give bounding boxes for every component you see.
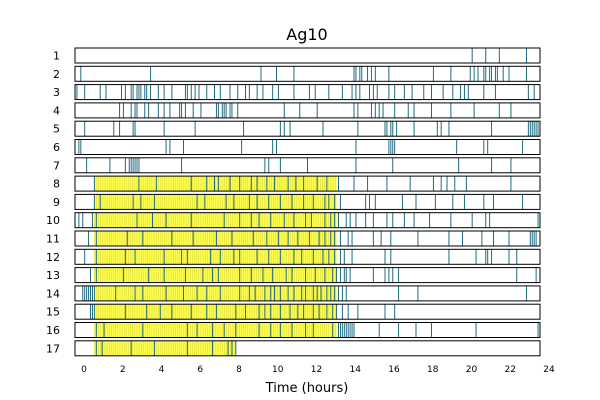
row-label: 15 (46, 306, 60, 319)
x-axis: 0 2 4 6 8 10 12 14 16 18 20 22 24 (81, 365, 555, 375)
x-tick-label: 8 (236, 365, 242, 375)
raster-row: 13 (46, 267, 541, 284)
raster-row: 7 (53, 157, 541, 174)
row-label: 11 (46, 233, 60, 246)
raster-row: 3 (53, 84, 541, 101)
raster-row: 2 (53, 65, 541, 82)
raster-row: 16 (46, 322, 541, 338)
row-frame (74, 340, 541, 357)
x-axis-label: Time (hours) (265, 381, 349, 396)
x-tick-label: 18 (427, 365, 439, 375)
chart-title: Ag10 (286, 25, 327, 44)
x-tick-label: 0 (81, 365, 87, 375)
raster-row: 17 (46, 340, 541, 357)
x-tick-label: 22 (505, 365, 516, 375)
highlight-band (94, 267, 337, 283)
x-tick-label: 20 (466, 365, 478, 375)
x-tick-label: 6 (197, 365, 203, 375)
raster-row: 8 (53, 175, 541, 192)
highlight-band (94, 322, 337, 338)
row-frame (74, 84, 541, 101)
row-frame (74, 139, 541, 155)
row-frame (74, 248, 541, 265)
x-tick-label: 10 (272, 365, 284, 375)
highlight-band (94, 285, 337, 301)
highlight-band (94, 304, 337, 320)
x-tick-label: 24 (543, 365, 555, 375)
row-label: 2 (53, 68, 60, 81)
raster-row: 11 (46, 230, 541, 247)
row-frame (74, 120, 541, 137)
raster-row: 9 (53, 193, 541, 210)
highlight-band (94, 176, 337, 192)
row-label: 9 (53, 196, 60, 209)
x-tick-label: 2 (120, 365, 126, 375)
row-frame (74, 47, 541, 64)
highlight-band (94, 231, 337, 246)
raster-row: 6 (53, 139, 541, 155)
x-tick-label: 14 (350, 365, 362, 375)
raster-row: 5 (53, 120, 541, 137)
row-label: 14 (46, 287, 60, 300)
highlight-band (94, 249, 337, 265)
row-label: 3 (53, 86, 60, 99)
row-frame (74, 303, 541, 320)
row-frame (74, 285, 541, 302)
raster-row: 15 (46, 303, 541, 320)
row-label: 12 (46, 251, 60, 264)
raster-row: 12 (46, 248, 541, 265)
row-label: 1 (53, 50, 60, 63)
raster-row: 1 (53, 47, 541, 64)
highlight-band (94, 340, 236, 356)
raster-row: 10 (46, 212, 541, 229)
x-tick-label: 12 (311, 365, 322, 375)
row-label: 10 (46, 214, 60, 227)
highlight-band (94, 212, 337, 228)
row-label: 7 (53, 159, 60, 172)
x-tick-label: 16 (388, 365, 400, 375)
row-frame (74, 230, 541, 247)
row-label: 6 (53, 141, 60, 154)
row-frame (74, 65, 541, 82)
raster-row: 14 (46, 285, 541, 302)
row-frame (74, 157, 541, 174)
row-label: 8 (53, 178, 60, 191)
x-tick-label: 4 (159, 365, 165, 375)
row-frame (74, 212, 541, 229)
raster-row: 4 (53, 102, 541, 119)
row-frame (74, 175, 541, 192)
row-label: 16 (46, 324, 60, 337)
row-label: 13 (46, 269, 60, 282)
row-frame (74, 102, 541, 119)
row-frame (74, 193, 541, 210)
row-label: 5 (53, 123, 60, 136)
row-frame (74, 267, 541, 284)
row-label: 4 (53, 104, 60, 117)
row-label: 17 (46, 342, 60, 355)
row-frame (74, 322, 541, 338)
